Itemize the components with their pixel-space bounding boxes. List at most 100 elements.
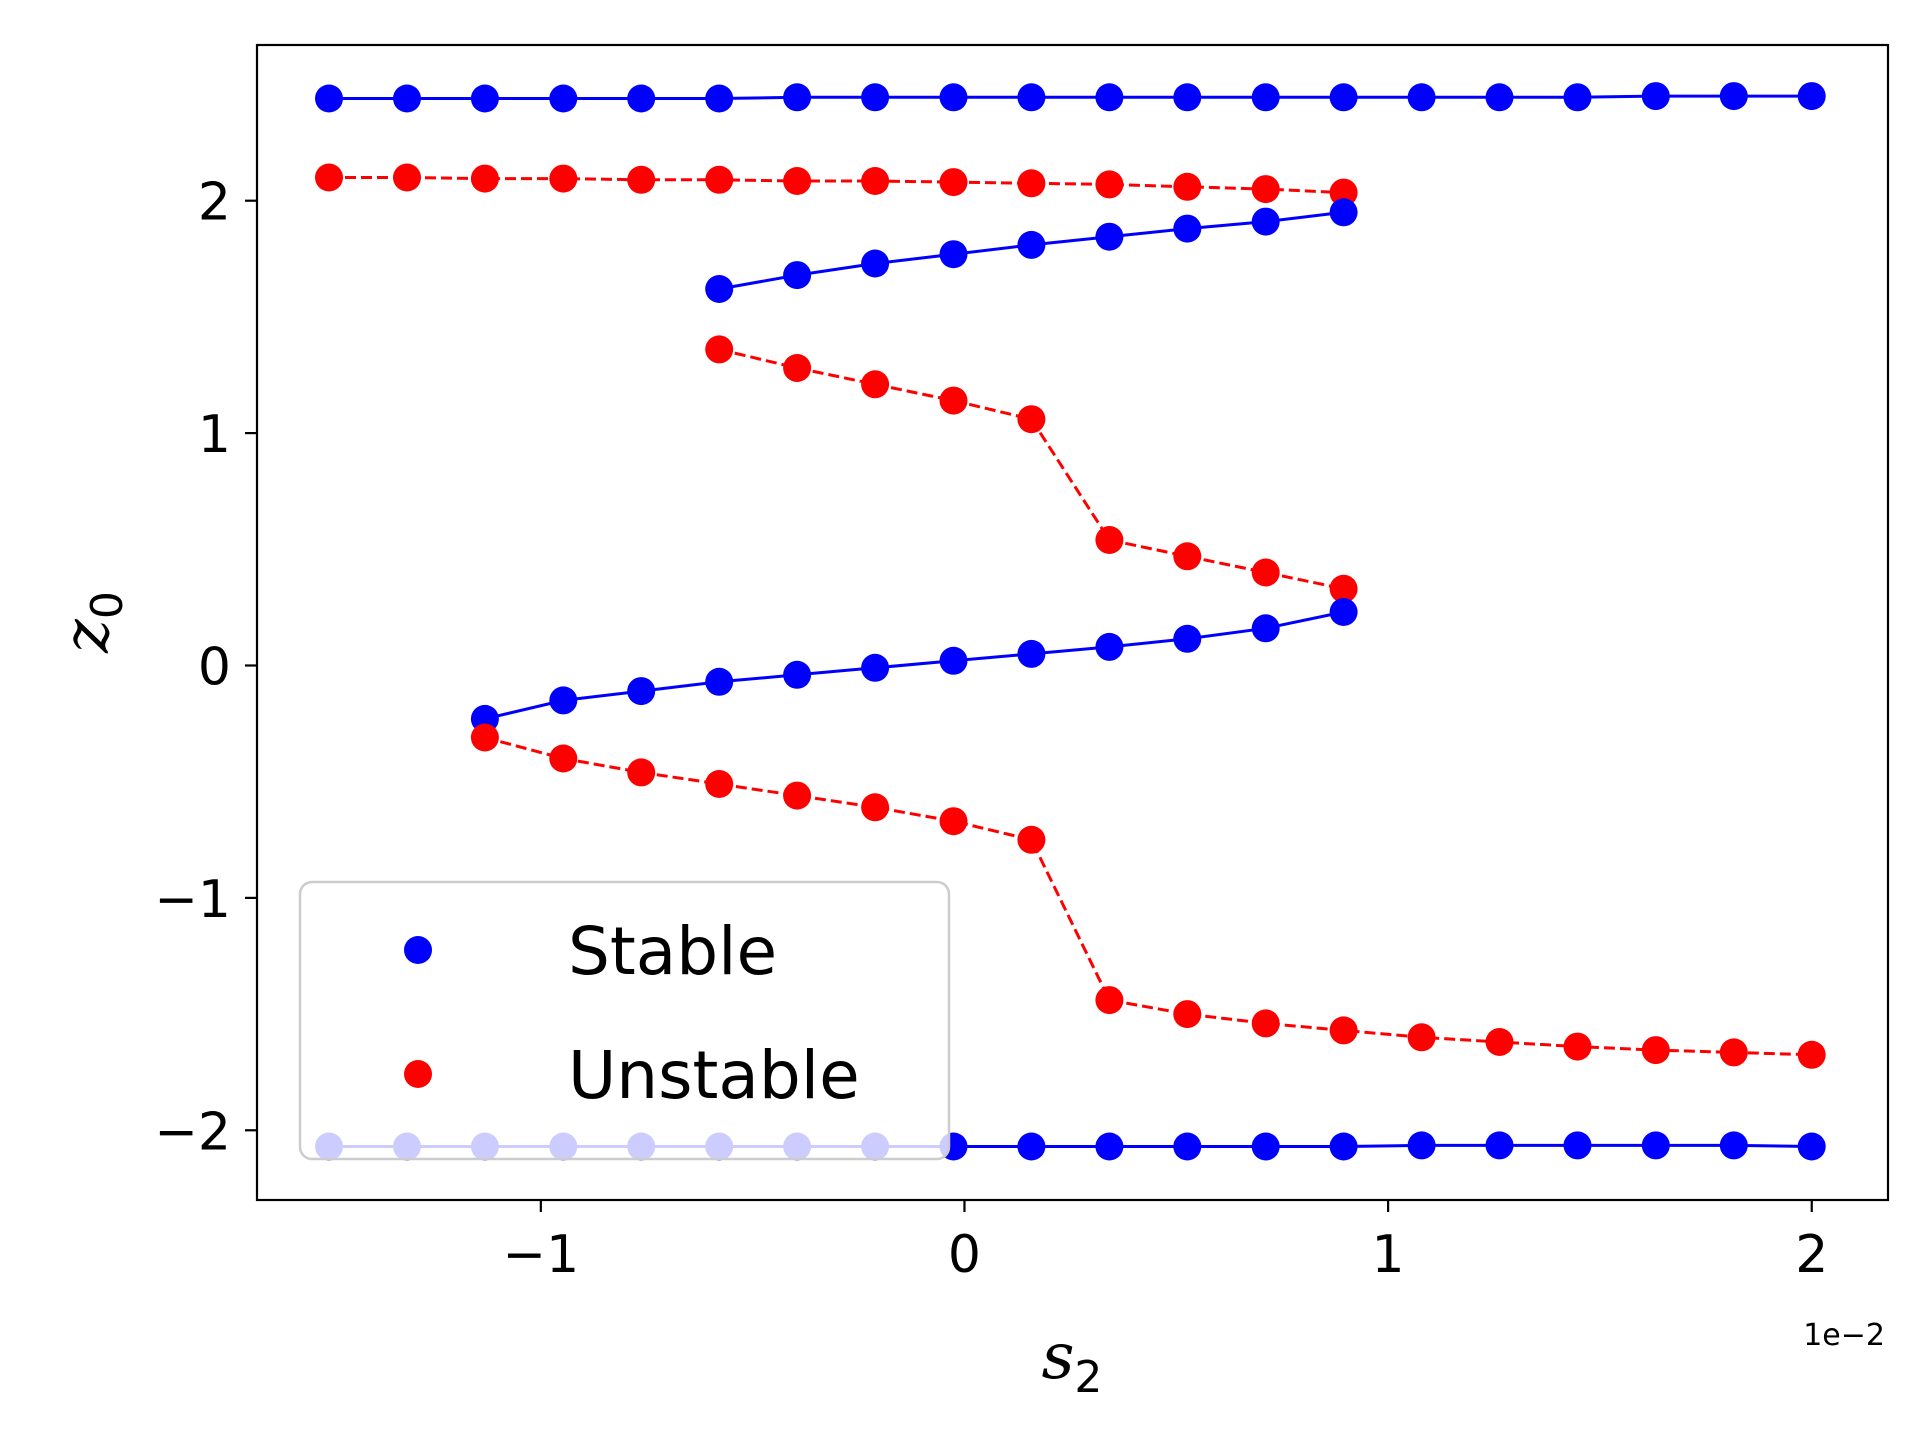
data-point-stable xyxy=(1329,83,1358,112)
data-point-stable xyxy=(1173,624,1202,653)
data-point-stable xyxy=(939,240,968,269)
data-point-unstable xyxy=(1017,405,1046,434)
data-point-unstable xyxy=(470,723,499,752)
legend-box xyxy=(298,880,951,1161)
data-point-stable xyxy=(939,646,968,675)
y-axis-label-sub: 0 xyxy=(82,591,133,619)
x-tick-label: 0 xyxy=(948,1225,981,1285)
data-point-stable xyxy=(1407,83,1436,112)
data-point-unstable xyxy=(1563,1032,1592,1061)
data-point-unstable xyxy=(861,167,890,195)
data-point-stable xyxy=(1251,1132,1280,1161)
data-point-stable xyxy=(393,84,421,113)
y-tick-label: −2 xyxy=(154,1102,231,1162)
data-point-unstable xyxy=(939,168,968,197)
x-tick-label: 2 xyxy=(1795,1225,1828,1285)
data-point-stable xyxy=(705,667,734,696)
plot-frame xyxy=(255,43,1890,1202)
data-point-stable xyxy=(1485,1131,1514,1160)
data-point-stable xyxy=(1173,83,1202,112)
y-tick-label: 0 xyxy=(198,637,231,697)
data-point-stable xyxy=(1017,639,1046,668)
legend-label-stable: Stable xyxy=(568,913,777,990)
x-offset-label: 1e−2 xyxy=(1803,1318,1885,1353)
data-point-unstable xyxy=(705,165,734,194)
data-point-unstable xyxy=(1173,542,1202,571)
data-point-stable xyxy=(1251,614,1280,643)
data-point-unstable xyxy=(393,163,421,192)
y-axis-label-main: z xyxy=(50,618,124,654)
x-axis: −1 0 1 2 xyxy=(503,1200,1828,1285)
data-point-stable xyxy=(1017,230,1046,259)
y-axis-label: z0 xyxy=(50,591,133,654)
series-line-unstable xyxy=(718,347,1344,591)
data-point-unstable xyxy=(705,335,734,364)
data-point-stable xyxy=(1251,83,1280,112)
data-point-stable xyxy=(1641,82,1670,111)
data-point-stable xyxy=(1797,1132,1826,1161)
data-point-stable xyxy=(1173,1132,1202,1161)
data-point-unstable xyxy=(783,781,812,810)
data-point-unstable xyxy=(1251,558,1280,587)
series-unstable-branch-6 xyxy=(470,723,1826,1069)
x-axis-label-main: s xyxy=(1042,1320,1075,1394)
data-point-stable xyxy=(549,686,578,715)
data-point-unstable xyxy=(315,163,343,192)
data-point-stable xyxy=(939,83,968,112)
data-point-unstable xyxy=(1173,172,1202,201)
data-point-unstable xyxy=(1173,1000,1202,1029)
data-point-stable xyxy=(783,83,812,112)
data-point-unstable xyxy=(939,807,968,836)
data-point-stable xyxy=(1641,1131,1670,1160)
x-axis-label: s2 xyxy=(1042,1320,1103,1403)
data-point-unstable xyxy=(1797,1040,1826,1069)
data-point-unstable xyxy=(627,165,656,194)
data-point-unstable xyxy=(1485,1028,1514,1056)
y-tick-label: 2 xyxy=(198,173,231,233)
series-unstable-branch-4 xyxy=(705,335,1358,603)
data-point-stable xyxy=(1407,1131,1436,1160)
series-stable-branch-3 xyxy=(705,198,1358,303)
data-point-stable xyxy=(470,84,499,113)
data-point-stable xyxy=(783,660,812,689)
data-point-unstable xyxy=(1251,1009,1280,1038)
data-point-stable xyxy=(1095,83,1124,112)
data-point-unstable xyxy=(783,354,812,382)
data-point-unstable xyxy=(549,744,578,773)
data-point-stable xyxy=(1251,207,1280,236)
series-stable-branch-1 xyxy=(315,82,1826,113)
data-point-unstable xyxy=(1329,178,1358,207)
data-point-unstable xyxy=(1251,175,1280,204)
data-point-stable xyxy=(627,84,656,113)
x-tick-label: −1 xyxy=(503,1225,580,1285)
data-point-unstable xyxy=(549,164,578,193)
data-point-unstable xyxy=(1329,1016,1358,1045)
data-point-stable xyxy=(1017,83,1046,112)
data-point-stable xyxy=(705,275,734,303)
legend-label-unstable: Unstable xyxy=(568,1037,860,1114)
data-point-unstable xyxy=(783,167,812,195)
data-point-stable xyxy=(783,261,812,290)
data-point-unstable xyxy=(1095,986,1124,1015)
data-point-unstable xyxy=(1641,1036,1670,1065)
data-point-unstable xyxy=(861,370,890,399)
y-axis: −2 −1 0 1 2 xyxy=(154,173,257,1162)
x-axis-label-sub: 2 xyxy=(1074,1352,1102,1403)
data-point-unstable xyxy=(1095,170,1124,199)
legend-marker-stable xyxy=(404,936,432,964)
data-point-unstable xyxy=(1329,574,1358,603)
data-point-stable xyxy=(705,84,734,113)
data-point-stable xyxy=(1017,1132,1046,1161)
data-point-unstable xyxy=(1095,526,1124,554)
data-point-stable xyxy=(1719,1131,1748,1160)
data-point-stable xyxy=(549,84,578,113)
y-tick-label: 1 xyxy=(198,405,231,465)
data-point-stable xyxy=(315,84,343,113)
data-point-unstable xyxy=(627,758,656,787)
data-point-stable xyxy=(1329,198,1358,227)
data-point-unstable xyxy=(1017,825,1046,854)
data-point-stable xyxy=(1563,83,1592,112)
data-point-stable xyxy=(1719,82,1748,111)
